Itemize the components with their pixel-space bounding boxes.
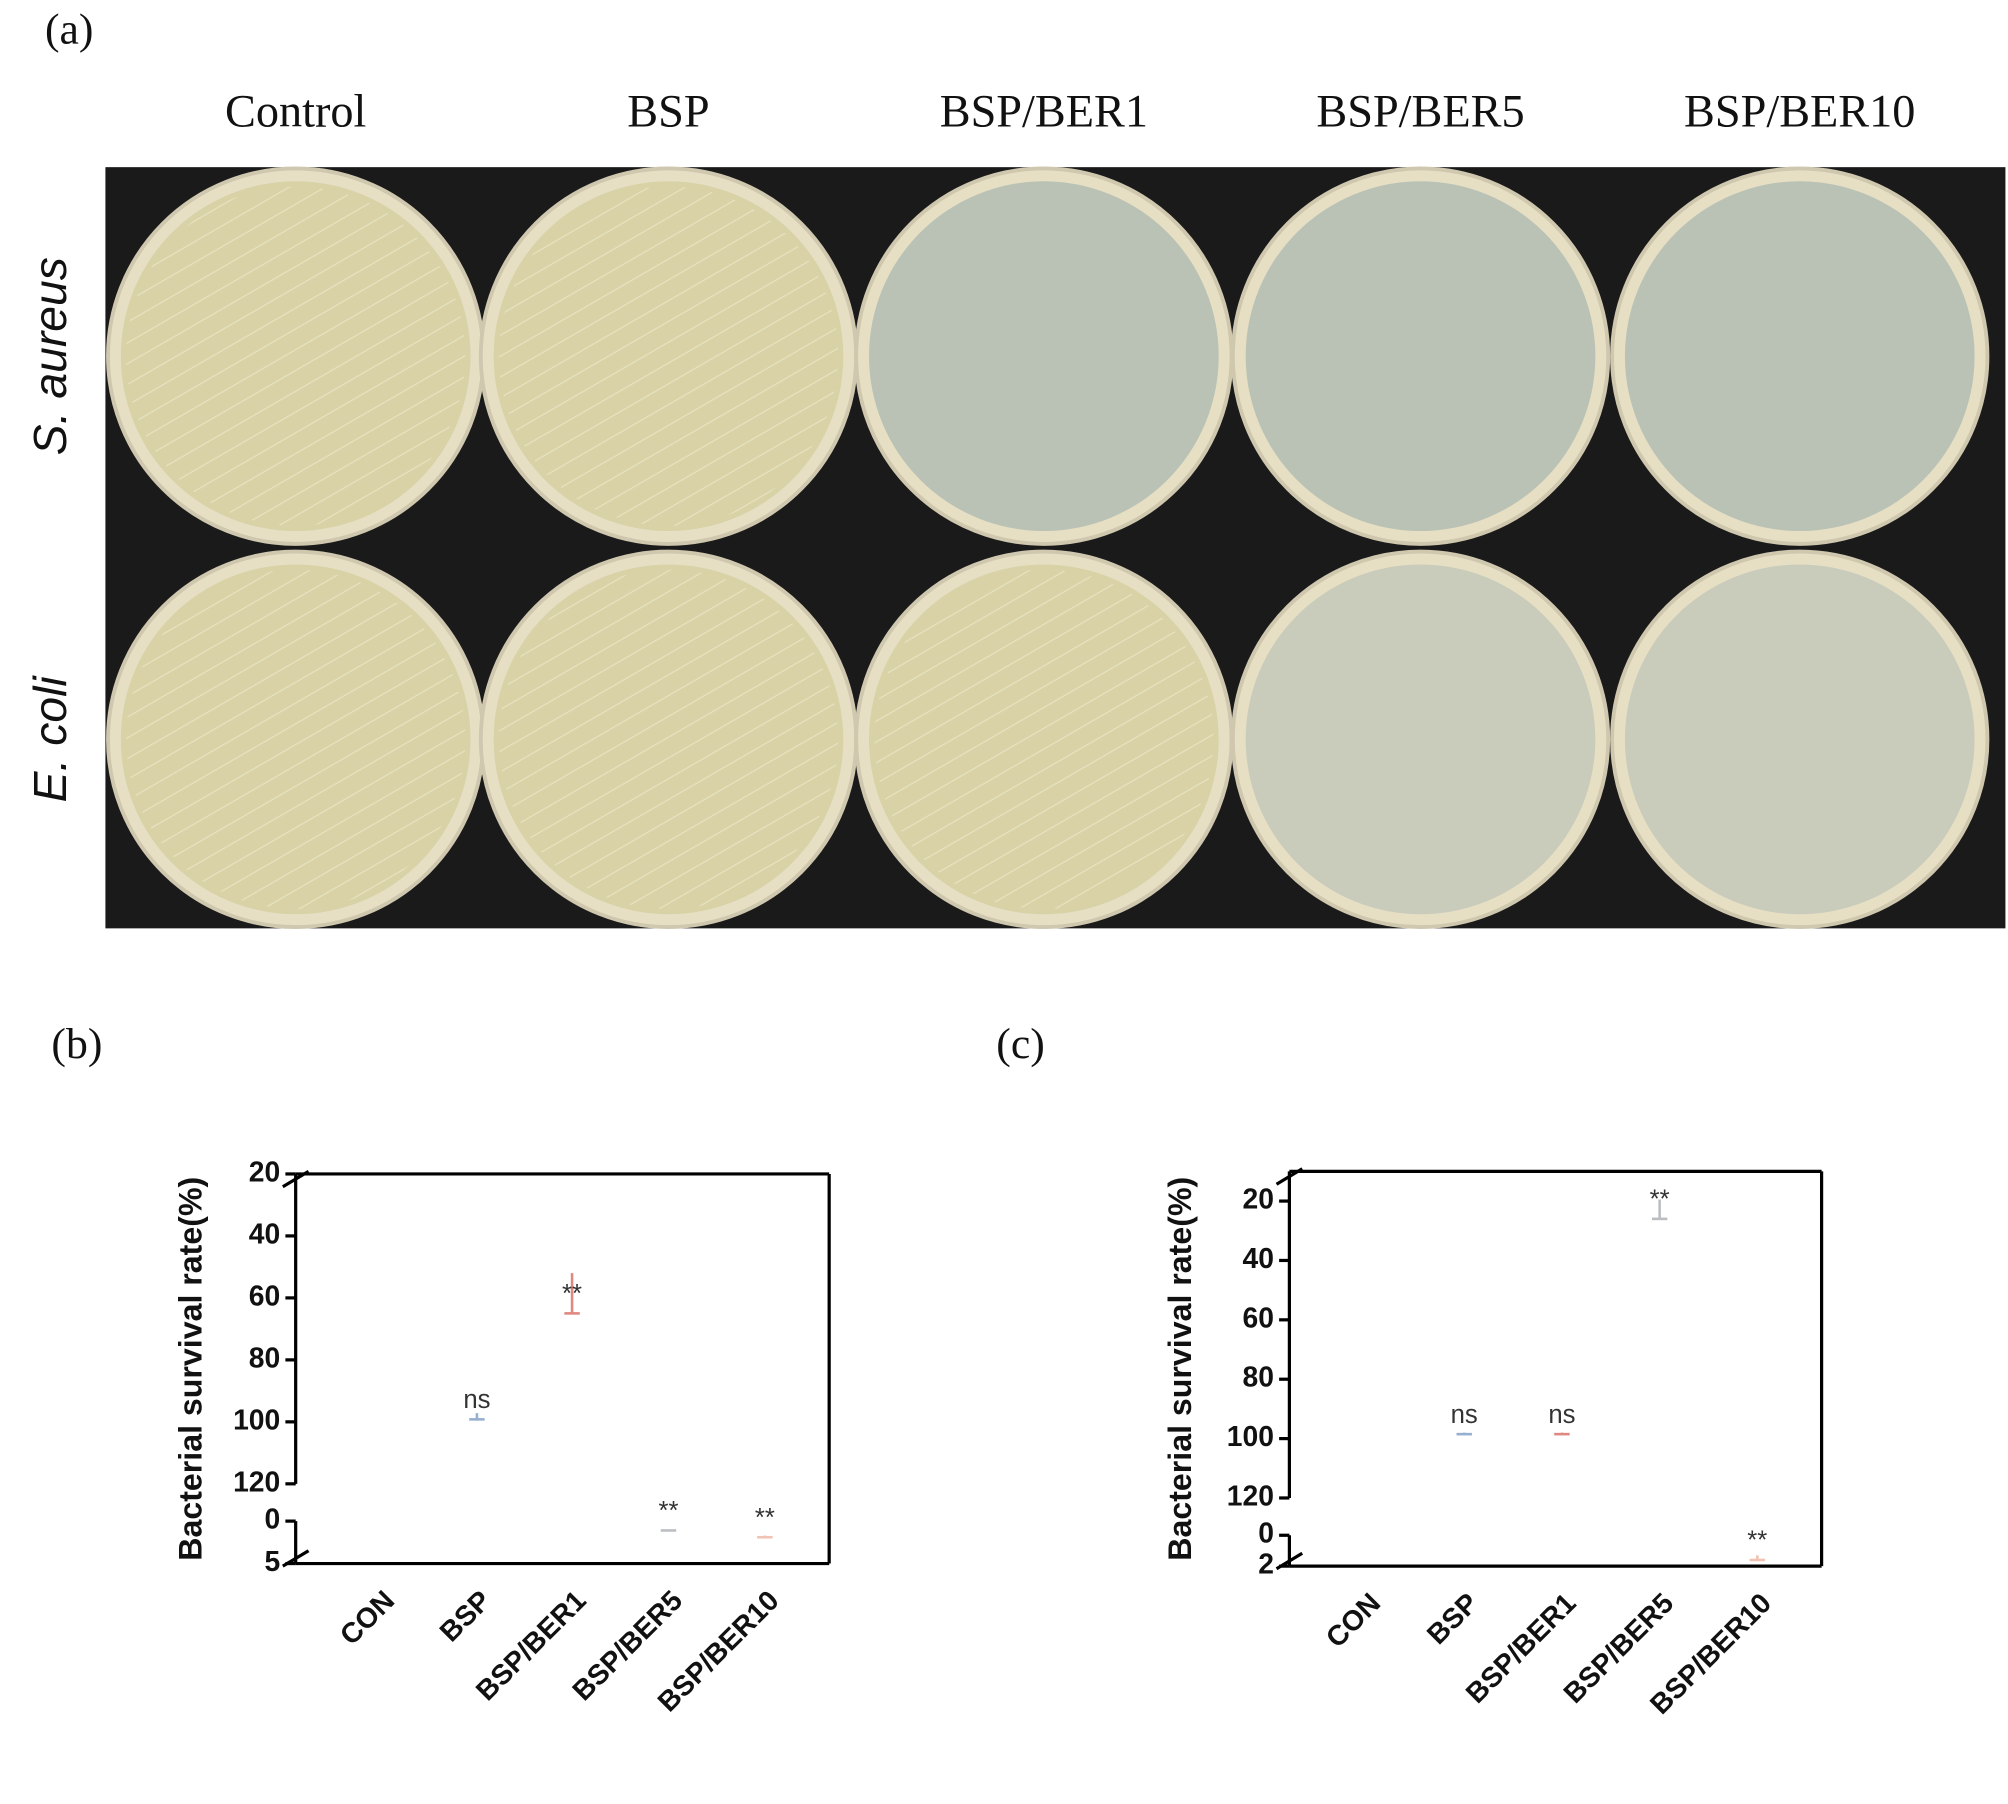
column-label: Control: [225, 86, 366, 137]
y-axis-label: Bacterial survival rate(%): [172, 1177, 208, 1561]
y-tick-label: 40: [1243, 1242, 1274, 1274]
y-tick-label: 120: [1227, 1479, 1274, 1511]
y-tick-label: 2: [1258, 1548, 1274, 1580]
y-tick-label: 20: [1243, 1183, 1274, 1215]
significance-label: **: [562, 1280, 582, 1308]
y-tick-label: 60: [249, 1279, 280, 1311]
y-tick-label: 40: [249, 1217, 280, 1249]
significance-label: **: [1747, 1527, 1767, 1555]
significance-label: ns: [1548, 1401, 1575, 1429]
y-tick-label: 20: [249, 1155, 280, 1187]
significance-label: **: [1650, 1186, 1670, 1214]
panel-label: (c): [996, 1020, 1045, 1068]
significance-label: **: [755, 1504, 775, 1532]
y-tick-label: 5: [265, 1545, 281, 1577]
x-tick-label: BSP: [1420, 1586, 1484, 1650]
y-tick-label: 80: [1243, 1361, 1274, 1393]
column-label: BSP/BER10: [1684, 86, 1915, 137]
significance-label: ns: [463, 1386, 490, 1414]
axis-break: [281, 1170, 310, 1189]
y-tick-label: 80: [249, 1341, 280, 1373]
x-tick-label: CON: [333, 1584, 400, 1651]
significance-label: **: [658, 1497, 678, 1525]
row-label: E. coli: [24, 675, 76, 803]
significance-label: ns: [1451, 1401, 1478, 1429]
y-tick-label: 120: [233, 1465, 280, 1497]
axis-break: [1275, 1551, 1304, 1571]
x-tick-label: CON: [1319, 1586, 1386, 1653]
y-axis-label: Bacterial survival rate(%): [1162, 1177, 1198, 1561]
plate-streaks: [874, 569, 1214, 910]
column-label: BSP/BER1: [940, 86, 1148, 137]
plate-streaks: [498, 569, 839, 910]
row-label: S. aureus: [24, 257, 76, 455]
plate-streaks: [125, 186, 466, 526]
panel-label: (b): [51, 1020, 102, 1068]
y-tick-label: 100: [1227, 1420, 1274, 1452]
plate-agar: [1624, 181, 1975, 532]
plate-streaks: [498, 186, 839, 526]
y-tick-label: 100: [233, 1403, 280, 1435]
column-label: BSP: [627, 86, 709, 137]
plate-agar: [1624, 564, 1975, 915]
axis-break: [1275, 1167, 1304, 1186]
panel-label: (a): [45, 5, 94, 53]
plate-agar: [1245, 564, 1596, 915]
x-tick-label: BSP: [433, 1584, 497, 1648]
axis-break: [281, 1549, 310, 1568]
plate-streaks: [125, 569, 466, 910]
plate-agar: [869, 181, 1219, 532]
y-tick-label: 0: [265, 1503, 281, 1535]
y-tick-label: 60: [1243, 1301, 1274, 1333]
column-label: BSP/BER5: [1316, 86, 1524, 137]
y-tick-label: 0: [1258, 1517, 1274, 1549]
plate-agar: [1245, 181, 1596, 532]
